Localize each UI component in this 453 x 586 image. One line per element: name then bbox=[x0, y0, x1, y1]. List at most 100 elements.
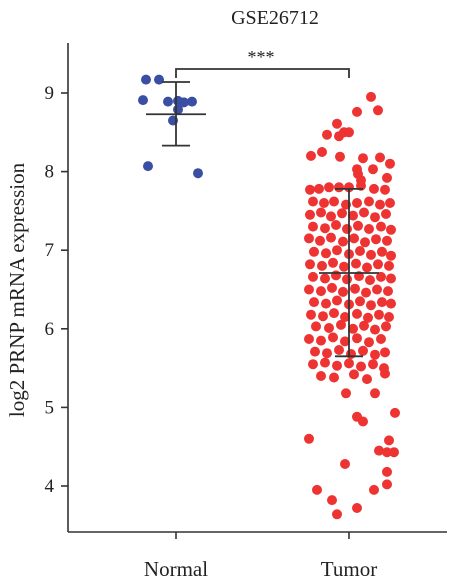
data-point bbox=[305, 259, 315, 270]
data-point bbox=[374, 445, 384, 456]
data-point bbox=[344, 358, 354, 369]
data-point bbox=[338, 236, 348, 247]
data-point bbox=[318, 311, 328, 322]
data-point bbox=[334, 182, 344, 193]
y-tick-label: 8 bbox=[45, 162, 55, 183]
data-point bbox=[361, 287, 371, 298]
data-point bbox=[351, 258, 361, 269]
data-point bbox=[375, 152, 385, 163]
x-tick-label: Normal bbox=[144, 557, 208, 581]
data-point bbox=[304, 334, 314, 344]
data-point bbox=[326, 211, 336, 222]
data-point bbox=[358, 416, 368, 427]
data-point bbox=[382, 466, 392, 477]
data-point bbox=[382, 479, 392, 490]
data-point bbox=[319, 198, 329, 208]
data-point bbox=[384, 435, 394, 446]
data-point bbox=[352, 308, 362, 319]
data-point bbox=[368, 359, 378, 370]
data-point bbox=[352, 106, 362, 117]
data-point bbox=[338, 286, 348, 297]
data-point bbox=[349, 369, 359, 380]
data-point bbox=[346, 349, 356, 359]
data-point bbox=[376, 271, 386, 282]
data-point bbox=[306, 309, 316, 320]
data-point bbox=[363, 312, 373, 323]
data-point bbox=[362, 374, 372, 385]
data-point bbox=[380, 347, 390, 358]
data-point bbox=[382, 447, 392, 458]
data-point bbox=[322, 129, 332, 140]
data-point bbox=[340, 336, 350, 347]
data-point bbox=[173, 104, 183, 115]
data-point bbox=[372, 284, 382, 295]
data-point bbox=[341, 388, 351, 399]
data-point bbox=[138, 95, 148, 106]
data-point bbox=[332, 295, 342, 306]
data-point bbox=[366, 300, 376, 311]
data-point bbox=[317, 147, 327, 157]
data-point bbox=[332, 509, 342, 520]
data-point bbox=[382, 235, 392, 246]
data-point bbox=[337, 208, 347, 219]
data-point bbox=[374, 309, 384, 320]
data-point bbox=[386, 273, 396, 284]
data-point bbox=[376, 334, 386, 344]
data-point bbox=[327, 495, 337, 506]
data-point bbox=[308, 221, 318, 232]
data-point bbox=[352, 503, 362, 513]
data-point bbox=[359, 320, 369, 331]
significance-bracket: *** bbox=[175, 47, 350, 78]
data-point bbox=[342, 274, 352, 285]
data-point bbox=[315, 235, 325, 246]
data-point bbox=[358, 153, 368, 164]
data-point bbox=[305, 209, 315, 220]
data-point bbox=[381, 209, 391, 219]
data-point bbox=[342, 224, 352, 234]
data-point bbox=[316, 207, 326, 218]
data-point bbox=[306, 150, 316, 161]
data-point bbox=[321, 298, 331, 309]
data-point bbox=[366, 249, 376, 260]
data-point bbox=[370, 388, 380, 399]
data-point bbox=[320, 273, 330, 284]
chart-title: GSE26712 bbox=[231, 7, 319, 29]
data-point bbox=[321, 248, 331, 259]
data-point bbox=[332, 118, 342, 129]
data-point bbox=[377, 297, 387, 308]
data-point bbox=[331, 270, 341, 281]
data-point bbox=[143, 161, 153, 172]
data-point bbox=[329, 372, 339, 383]
data-point bbox=[366, 91, 376, 102]
data-point bbox=[340, 312, 350, 322]
data-point bbox=[355, 296, 365, 307]
data-point bbox=[324, 323, 334, 333]
data-point bbox=[310, 346, 320, 357]
significance-label: *** bbox=[248, 47, 275, 67]
data-point bbox=[382, 172, 392, 183]
data-point bbox=[373, 105, 383, 116]
data-point bbox=[362, 262, 372, 273]
data-point bbox=[308, 271, 318, 282]
data-point bbox=[389, 447, 399, 458]
data-point bbox=[336, 319, 346, 330]
points-layer bbox=[138, 74, 400, 520]
data-point bbox=[344, 127, 354, 138]
data-point bbox=[334, 345, 344, 355]
y-axis-label: log2 PRNP mRNA expression bbox=[5, 162, 29, 417]
x-tick-label: Tumor bbox=[321, 557, 377, 581]
data-point bbox=[316, 286, 326, 297]
data-point bbox=[305, 184, 315, 195]
significance-bracket-line bbox=[175, 68, 350, 78]
data-point bbox=[380, 184, 390, 195]
data-point bbox=[141, 74, 151, 85]
data-point bbox=[386, 224, 396, 235]
data-point bbox=[352, 198, 362, 208]
data-point bbox=[327, 282, 337, 293]
data-point bbox=[309, 297, 319, 308]
data-point bbox=[329, 308, 339, 319]
data-point bbox=[375, 199, 385, 210]
data-point bbox=[384, 312, 394, 322]
data-point bbox=[328, 332, 338, 343]
data-point bbox=[308, 196, 318, 207]
